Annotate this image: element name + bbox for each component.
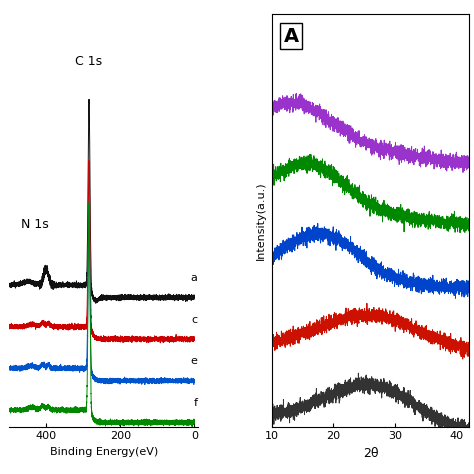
Text: N 1s: N 1s [20, 218, 48, 231]
Text: c: c [191, 315, 198, 325]
X-axis label: 2θ: 2θ [363, 447, 378, 460]
Text: f: f [193, 398, 198, 408]
Text: a: a [191, 273, 198, 283]
Text: C 1s: C 1s [75, 55, 102, 68]
Text: e: e [191, 356, 198, 366]
X-axis label: Binding Energy(eV): Binding Energy(eV) [50, 447, 158, 457]
Text: A: A [283, 27, 299, 46]
Y-axis label: Intensity(a.u.): Intensity(a.u.) [256, 181, 266, 260]
